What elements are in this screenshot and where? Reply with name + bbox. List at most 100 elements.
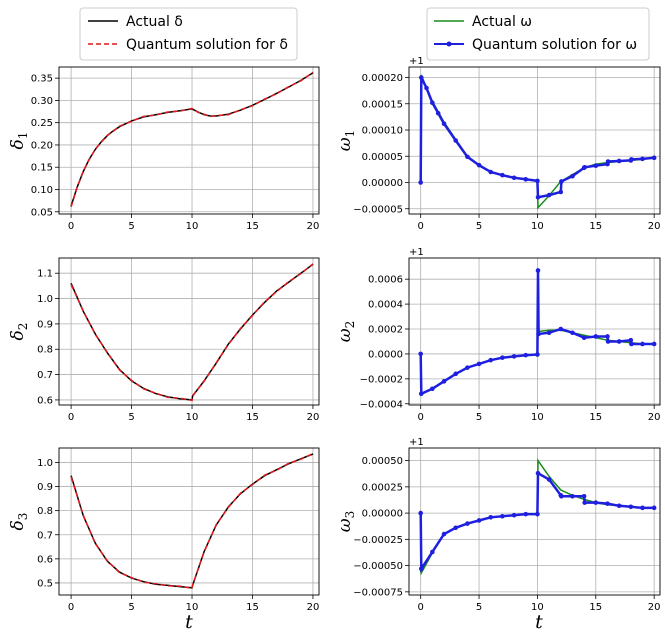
- series-point-quantum: [546, 477, 552, 482]
- series-point-quantum: [441, 121, 447, 126]
- legend-left: Actual δ Quantum solution for δ: [79, 7, 298, 61]
- y-axis-label: δ3: [8, 513, 30, 531]
- series-point-quantum: [605, 334, 610, 339]
- y-tick-label: −0.00005: [353, 204, 403, 215]
- y-tick-label: 0.00015: [362, 99, 403, 110]
- series-point-quantum: [523, 352, 529, 358]
- series-point-quantum: [430, 100, 435, 105]
- y-axis-label-subscript: 2: [343, 321, 357, 329]
- series-point-quantum: [628, 504, 634, 510]
- x-tick-label: 5: [476, 602, 482, 613]
- series-point-quantum: [593, 500, 599, 505]
- series-point-quantum: [535, 511, 540, 517]
- series-point-quantum: [465, 154, 470, 160]
- y-axis-label-subscript: 1: [343, 130, 357, 138]
- series-point-quantum: [535, 470, 541, 476]
- series-point-quantum: [582, 500, 587, 505]
- subplot-3: 0 5 10 15 20 0.6 0.7 0.8 0.9 1.0 1.1 δ2: [8, 257, 320, 423]
- series-point-quantum: [546, 192, 552, 198]
- y-tick-label: 0.0006: [368, 275, 403, 286]
- x-tick-label: 20: [307, 602, 320, 613]
- series-point-quantum: [640, 156, 645, 162]
- series-point-quantum: [581, 494, 587, 499]
- subplot-6: 0 5 10 15 20 −0.00075 −0.00050 −0.00025 0.00000 0…: [335, 437, 661, 613]
- x-tick-label: 15: [246, 602, 259, 613]
- x-tick-label: 0: [417, 602, 423, 613]
- y-tick-label: 1.0: [37, 294, 53, 305]
- legend-actual-delta-label: Actual δ: [126, 14, 183, 30]
- x-tick-label: 10: [531, 602, 544, 613]
- series-point-quantum: [453, 138, 458, 143]
- x-tick-label: 15: [589, 221, 602, 232]
- y-tick-label: 0.6: [37, 554, 53, 565]
- series-point-quantum: [430, 386, 435, 392]
- series-point-quantum: [430, 549, 435, 555]
- series-point-quantum: [629, 157, 634, 162]
- x-axis-label-right: t: [535, 611, 543, 632]
- series-point-quantum: [536, 331, 541, 337]
- x-tick-label: 5: [476, 221, 482, 232]
- series-point-quantum: [435, 110, 441, 116]
- series-point-quantum: [581, 335, 587, 341]
- series-point-quantum: [511, 175, 517, 181]
- y-tick-label: 0.00020: [362, 73, 403, 84]
- series-point-quantum: [616, 503, 622, 509]
- y-axis-label: ω1: [335, 130, 357, 152]
- series-point-quantum: [465, 365, 470, 370]
- y-tick-label: −0.0002: [360, 374, 403, 385]
- x-tick-label: 10: [186, 412, 199, 423]
- x-tick-label: 0: [68, 221, 74, 232]
- series-point-quantum: [418, 180, 423, 185]
- series-point-quantum: [488, 515, 494, 520]
- y-tick-label: −0.00050: [353, 561, 403, 572]
- y-axis-label-subscript: 3: [343, 511, 357, 519]
- subplot-5: 0 5 10 15 20 0.5 0.6 0.7 0.8 0.9 1.0 δ3: [8, 447, 320, 613]
- series-point-quantum: [570, 330, 575, 336]
- series-point-quantum: [418, 391, 424, 397]
- series-point-quantum: [593, 163, 599, 168]
- series-point-quantum: [570, 173, 575, 179]
- series-point-quantum: [488, 169, 494, 175]
- y-tick-label: 0.00000: [362, 509, 403, 520]
- y-axis-label-subscript: 3: [16, 513, 30, 521]
- series-point-quantum: [418, 510, 423, 516]
- x-tick-label: 5: [128, 221, 134, 232]
- series-point-quantum: [476, 518, 482, 523]
- series-point-quantum: [559, 179, 564, 184]
- y-tick-label: 0.0000: [368, 349, 403, 360]
- series-point-quantum: [546, 330, 552, 336]
- y-tick-label: 0.10: [31, 185, 53, 196]
- axes-frame: [408, 257, 661, 406]
- x-tick-label: 20: [307, 412, 320, 423]
- y-tick-label: 0.0002: [368, 325, 403, 336]
- x-tick-label: 20: [648, 412, 661, 423]
- series-point-quantum: [616, 339, 622, 344]
- y-tick-label: −0.00075: [353, 587, 403, 598]
- series-point-quantum: [476, 361, 482, 367]
- y-axis-label: ω2: [335, 321, 357, 343]
- x-tick-label: 20: [648, 221, 661, 232]
- subplot-1: 0 5 10 15 20 0.05 0.10 0.15 0.20 0.25 0.30 0.35 δ1: [8, 66, 320, 232]
- x-tick-label: 15: [246, 221, 259, 232]
- series-point-quantum: [453, 525, 458, 531]
- series-point-quantum: [651, 341, 657, 347]
- y-tick-label: 0.5: [37, 578, 53, 589]
- y-tick-label: 1.0: [37, 458, 53, 469]
- legend-right-frame: [426, 7, 650, 61]
- y-tick-label: −0.0004: [360, 399, 403, 410]
- x-tick-label: 10: [531, 221, 544, 232]
- y-axis-label-subscript: 1: [16, 132, 30, 140]
- series-point-quantum: [640, 341, 645, 347]
- x-tick-label: 20: [307, 221, 320, 232]
- x-tick-label: 10: [186, 602, 199, 613]
- x-tick-label: 0: [417, 412, 423, 423]
- x-tick-label: 15: [589, 412, 602, 423]
- series-point-quantum: [605, 339, 611, 344]
- y-tick-label: 0.0004: [368, 300, 403, 311]
- series-point-quantum: [500, 172, 505, 178]
- series-point-quantum: [605, 501, 610, 506]
- series-point-quantum: [570, 494, 575, 499]
- y-tick-label: 0.6: [37, 395, 53, 406]
- y-tick-label: 0.30: [31, 96, 53, 107]
